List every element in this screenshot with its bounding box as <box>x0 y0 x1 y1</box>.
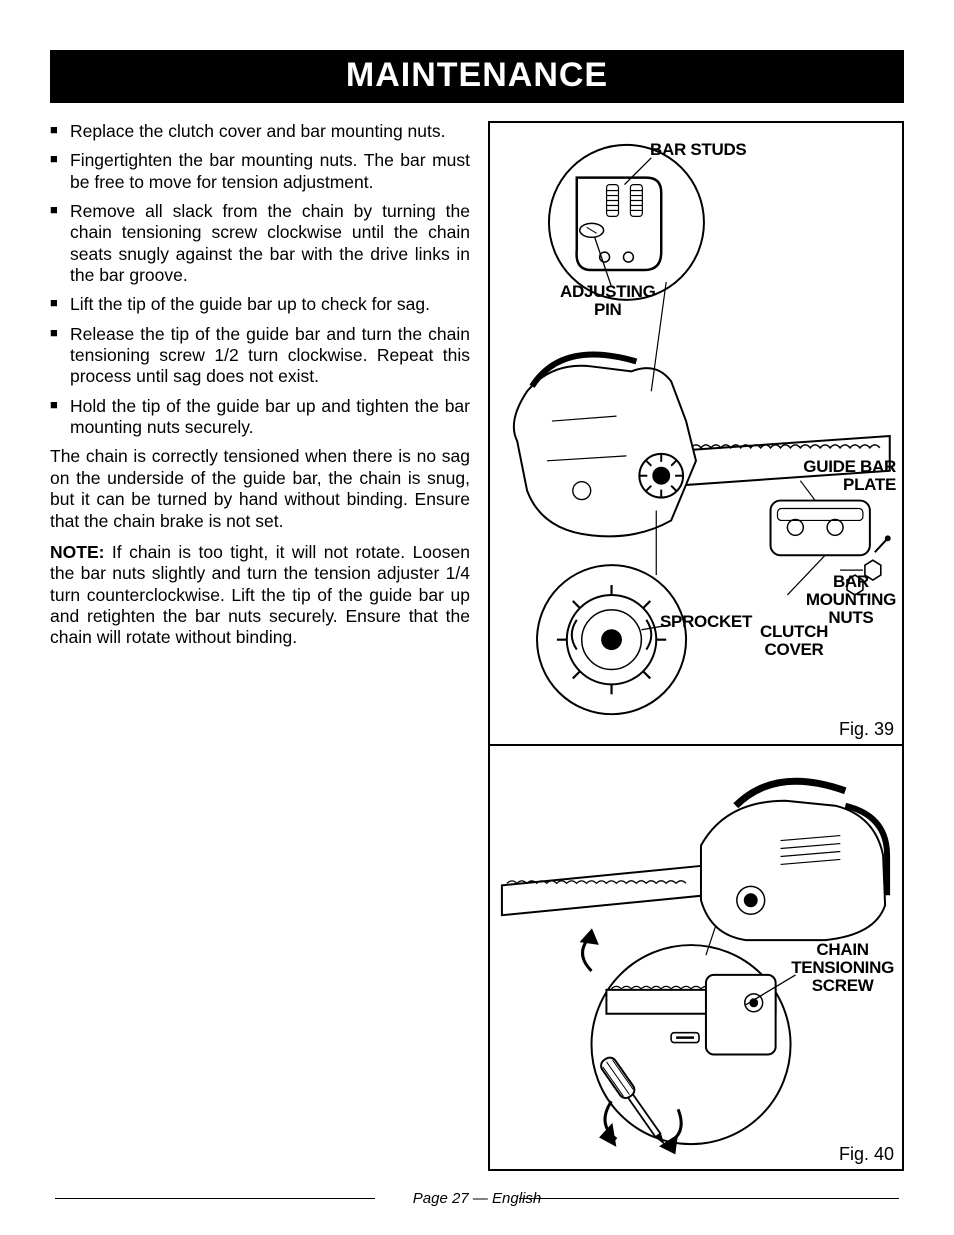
content-row: Replace the clutch cover and bar mountin… <box>50 121 904 1171</box>
label-clutch-cover: CLUTCH COVER <box>760 623 828 659</box>
instruction-list: Replace the clutch cover and bar mountin… <box>50 121 470 438</box>
list-item: Remove all slack from the chain by turni… <box>50 201 470 286</box>
note-text: If chain is too tight, it will not rotat… <box>50 542 470 647</box>
label-bar-studs: BAR STUDS <box>650 141 746 159</box>
note-paragraph: NOTE: If chain is too tight, it will not… <box>50 542 470 649</box>
text-column: Replace the clutch cover and bar mountin… <box>50 121 470 1171</box>
list-item: Fingertighten the bar mounting nuts. The… <box>50 150 470 193</box>
figure-column: BAR STUDS ADJUSTING PIN GUIDE BAR PLATE … <box>488 121 904 1171</box>
figure-39: BAR STUDS ADJUSTING PIN GUIDE BAR PLATE … <box>488 121 904 746</box>
figure-40-caption: Fig. 40 <box>839 1144 894 1165</box>
label-sprocket: SPROCKET <box>660 613 752 631</box>
section-header: MAINTENANCE <box>50 50 904 103</box>
list-item: Hold the tip of the guide bar up and tig… <box>50 396 470 439</box>
label-adjusting-pin: ADJUSTING PIN <box>560 283 656 319</box>
list-item: Lift the tip of the guide bar up to chec… <box>50 294 470 315</box>
body-paragraph: The chain is correctly tensioned when th… <box>50 446 470 531</box>
figure-40: CHAIN TENSIONING SCREW Fig. 40 <box>488 746 904 1171</box>
figure-39-svg <box>490 123 902 744</box>
note-label: NOTE: <box>50 542 104 562</box>
label-guide-bar-plate: GUIDE BAR PLATE <box>803 458 896 494</box>
label-chain-tensioning-screw: CHAIN TENSIONING SCREW <box>791 941 894 995</box>
list-item: Replace the clutch cover and bar mountin… <box>50 121 470 142</box>
list-item: Release the tip of the guide bar and tur… <box>50 324 470 388</box>
page-footer: Page 27 — English <box>0 1190 954 1207</box>
label-bar-mounting-nuts: BAR MOUNTING NUTS <box>806 573 896 627</box>
figure-39-caption: Fig. 39 <box>839 719 894 740</box>
